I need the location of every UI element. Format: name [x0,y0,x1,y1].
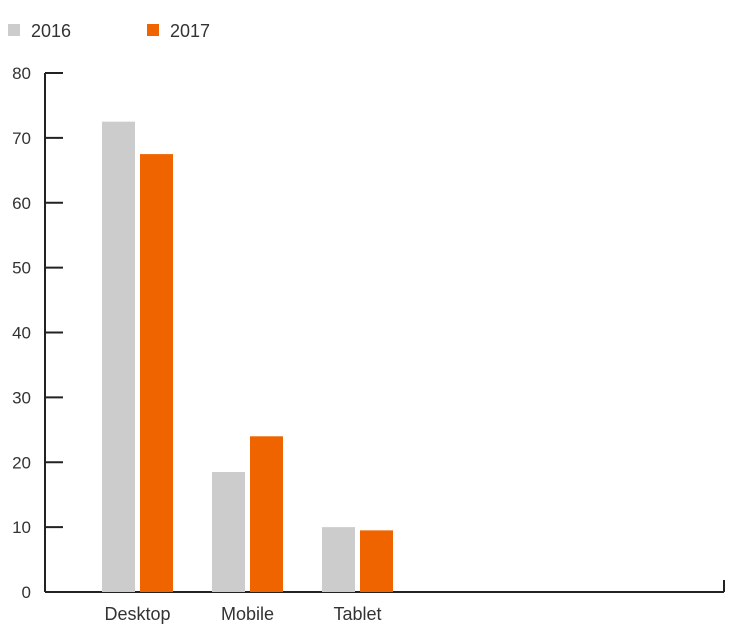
bar-desktop-2016 [102,121,135,592]
x-category-label-desktop: Desktop [104,604,170,624]
bar-tablet-2017 [360,530,393,592]
bar-tablet-2016 [322,527,355,592]
y-tick-label: 0 [22,583,31,602]
x-category-label-mobile: Mobile [221,604,274,624]
legend: 2016 2017 [8,21,210,41]
y-tick-label: 40 [12,324,31,343]
bar-desktop-2017 [140,154,173,592]
y-tick-label: 20 [12,453,31,472]
y-axis: 0 10 20 30 40 50 60 70 80 [12,64,63,602]
y-tick-label: 80 [12,64,31,83]
bar-mobile-2016 [212,471,245,592]
legend-swatch-2016 [8,24,20,36]
bar-mobile-2017 [250,436,283,592]
bars [102,121,393,592]
y-tick-label: 10 [12,518,31,537]
y-tick-label: 30 [12,388,31,407]
legend-label-2017: 2017 [170,21,210,41]
y-tick-label: 60 [12,194,31,213]
legend-label-2016: 2016 [31,21,71,41]
y-tick-label: 70 [12,129,31,148]
x-category-label-tablet: Tablet [333,604,381,624]
y-tick-label: 50 [12,259,31,278]
legend-swatch-2017 [147,24,159,36]
